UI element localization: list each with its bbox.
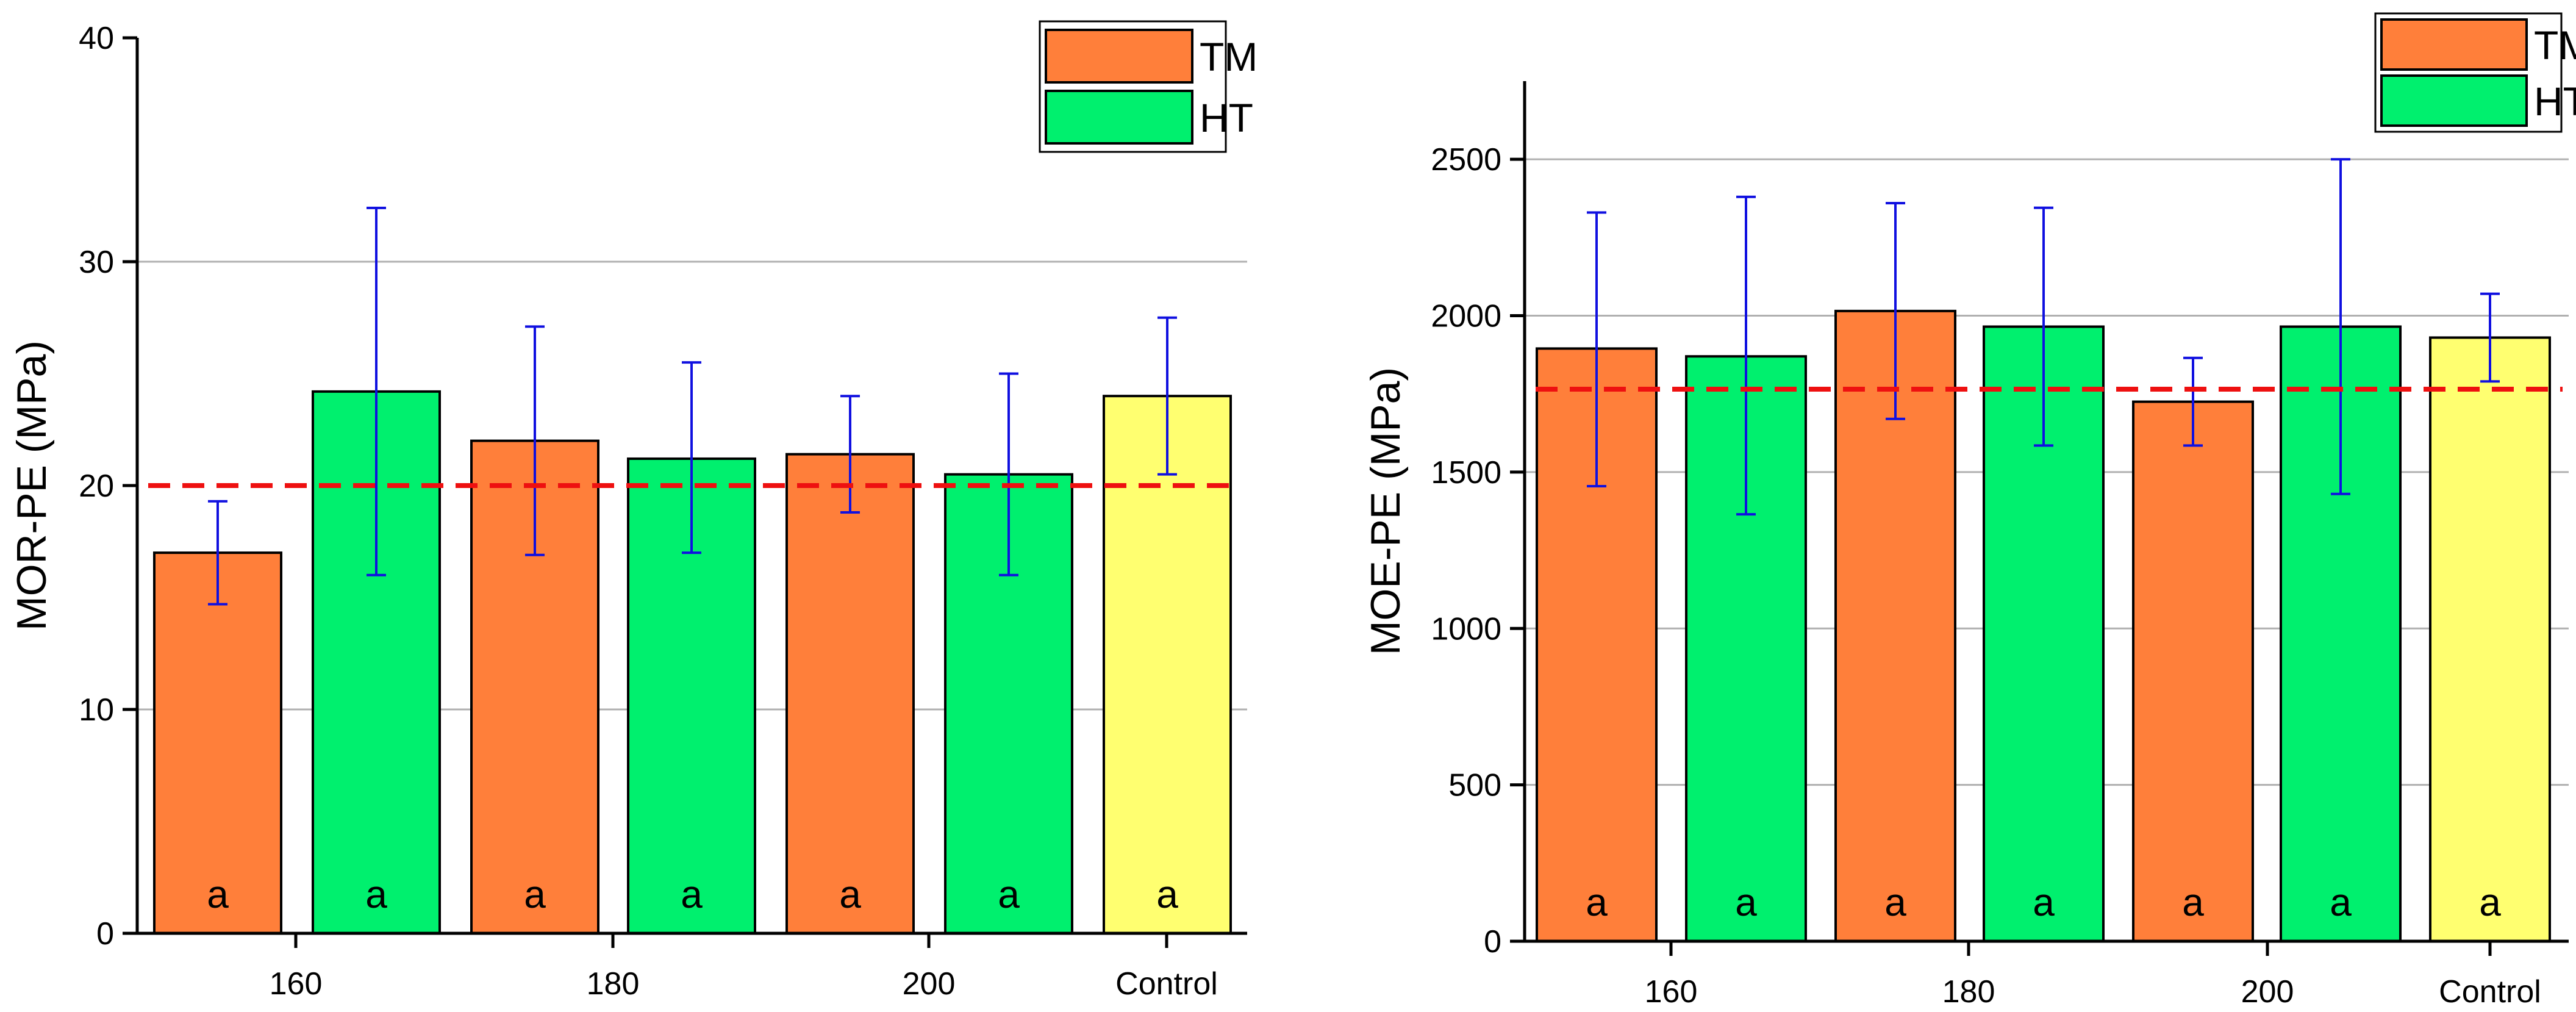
y-tick-label: 0 <box>96 916 114 952</box>
bar-significance-label: a <box>2033 880 2055 924</box>
y-tick-label: 0 <box>1484 924 1501 960</box>
y-tick-label: 10 <box>79 692 114 728</box>
bar-tm-200 <box>2132 400 2254 942</box>
bar-significance-label: a <box>998 872 1020 916</box>
y-tick-label: 1000 <box>1431 611 1501 647</box>
y-tick-label: 20 <box>79 468 114 504</box>
bar-significance-label: a <box>1884 880 1906 924</box>
y-axis-title: MOR-PE (MPa) <box>9 340 55 631</box>
bar-tm-160 <box>153 551 282 935</box>
x-tick-label: 200 <box>903 966 956 1002</box>
bar-significance-label: a <box>365 872 387 916</box>
legend: TM HT <box>2374 12 2576 133</box>
bar-control-control <box>2429 336 2551 942</box>
bar-significance-label: a <box>681 872 703 916</box>
chart-moe-pe: a a a a a a a 0 500 1000 1500 2000 2500 160 180 200 Cont… <box>1362 12 2576 1010</box>
bar-tm-200 <box>785 453 915 935</box>
y-tick-label: 40 <box>79 21 114 56</box>
legend-swatch-ht <box>2380 74 2528 127</box>
legend-swatch-tm <box>1045 29 1193 84</box>
x-tick-label: Control <box>2439 974 2541 1010</box>
bar-significance-label: a <box>1156 872 1178 916</box>
bar-significance-label: a <box>524 872 546 916</box>
x-tick-label: 160 <box>270 966 323 1002</box>
bar-significance-label: a <box>2330 880 2352 924</box>
y-tick-label: 500 <box>1448 768 1501 803</box>
x-tick-label: 160 <box>1645 974 1698 1010</box>
legend-label-ht: HT <box>1200 95 1253 140</box>
y-axis-title: MOE-PE (MPa) <box>1362 367 1409 655</box>
bar-significance-label: a <box>1586 880 1608 924</box>
y-tick-label: 2000 <box>1431 299 1501 334</box>
legend-swatch-ht <box>1045 90 1193 145</box>
legend-swatch-tm <box>2380 18 2528 71</box>
y-tick-label: 30 <box>79 245 114 280</box>
chart-mor-pe: a a a a a a a 0 10 20 30 40 160 180 200 Control MOR-PE (… <box>9 20 1258 1002</box>
legend: TM HT <box>1039 20 1258 153</box>
x-tick-label: 180 <box>1942 974 1995 1010</box>
x-tick-label: 180 <box>587 966 640 1002</box>
x-tick-label: Control <box>1115 966 1218 1002</box>
y-tick-label: 1500 <box>1431 455 1501 490</box>
bar-significance-label: a <box>2479 880 2501 924</box>
bar-significance-label: a <box>839 872 861 916</box>
bar-control-control <box>1103 395 1232 935</box>
x-tick-label: 200 <box>2241 974 2294 1010</box>
bar-significance-label: a <box>207 872 229 916</box>
legend-label-ht: HT <box>2534 79 2576 124</box>
legend-label-tm: TM <box>1200 34 1258 79</box>
legend-label-tm: TM <box>2534 23 2576 68</box>
bar-significance-label: a <box>2182 880 2204 924</box>
y-tick-label: 2500 <box>1431 142 1501 178</box>
bar-significance-label: a <box>1735 880 1757 924</box>
